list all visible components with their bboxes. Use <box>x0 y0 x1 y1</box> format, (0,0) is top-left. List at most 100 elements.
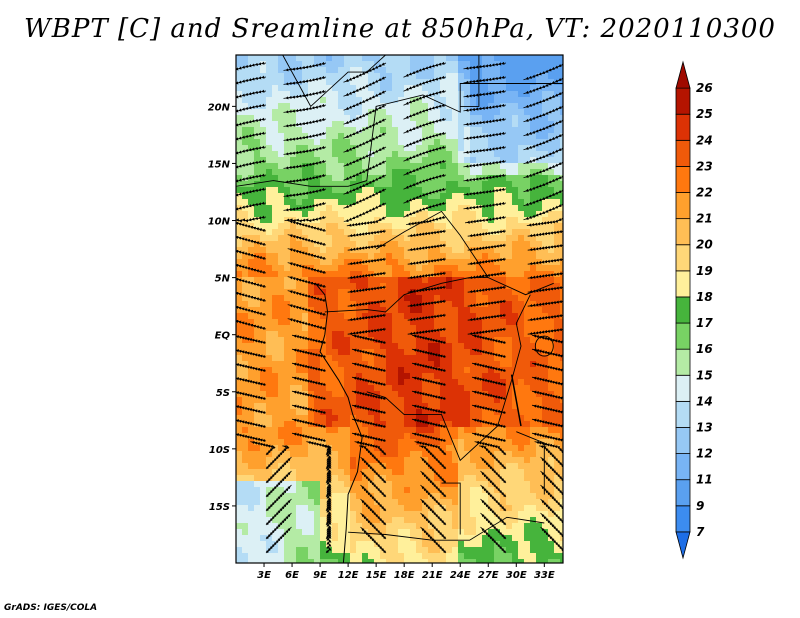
wbpt-cell <box>242 85 249 92</box>
wbpt-cell <box>386 493 393 500</box>
wbpt-cell <box>338 193 345 200</box>
wbpt-cell <box>302 229 309 236</box>
wbpt-cell <box>470 325 477 332</box>
wbpt-cell <box>542 373 549 380</box>
wbpt-cell <box>398 439 405 446</box>
wbpt-cell <box>542 91 549 98</box>
wbpt-cell <box>344 73 351 80</box>
streamline <box>236 348 267 359</box>
wbpt-cell <box>332 97 339 104</box>
wbpt-cell <box>392 187 399 194</box>
wbpt-cell <box>416 199 423 206</box>
wbpt-cell <box>464 97 471 104</box>
wbpt-cell <box>500 97 507 104</box>
wbpt-cell <box>440 427 447 434</box>
streamline <box>527 313 563 322</box>
wbpt-cell <box>524 313 531 320</box>
wbpt-cell <box>530 67 537 74</box>
streamline <box>172 335 206 343</box>
wbpt-cell <box>314 343 321 350</box>
wbpt-cell <box>272 463 279 470</box>
wbpt-cell <box>254 211 261 218</box>
wbpt-cell <box>536 55 543 62</box>
wbpt-cell <box>524 277 531 284</box>
wbpt-cell <box>242 229 249 236</box>
lon-tick-label: 27E <box>478 570 499 581</box>
wbpt-cell <box>260 187 267 194</box>
wbpt-cell <box>278 343 285 350</box>
wbpt-cell <box>404 541 411 548</box>
wbpt-cell <box>362 265 369 272</box>
wbpt-cell <box>254 361 261 368</box>
wbpt-cell <box>266 475 273 482</box>
wbpt-cell <box>422 559 429 563</box>
wbpt-cell <box>404 289 411 296</box>
wbpt-cell <box>272 547 279 554</box>
wbpt-cell <box>482 547 489 554</box>
wbpt-cell <box>506 91 513 98</box>
wbpt-cell <box>272 427 279 434</box>
wbpt-cell <box>542 397 549 404</box>
wbpt-cell <box>452 529 459 536</box>
country-border <box>460 55 480 107</box>
wbpt-cell <box>284 415 291 422</box>
wbpt-cell <box>242 409 249 416</box>
wbpt-cell <box>278 433 285 440</box>
wbpt-cell <box>476 199 483 206</box>
wbpt-cell <box>236 493 243 500</box>
wbpt-cell <box>464 343 471 350</box>
wbpt-cell <box>458 403 465 410</box>
wbpt-cell <box>548 301 555 308</box>
wbpt-cell <box>440 487 447 494</box>
wbpt-cell <box>326 379 333 386</box>
wbpt-cell <box>416 415 423 422</box>
wbpt-cell <box>266 271 273 278</box>
wbpt-cell <box>404 325 411 332</box>
wbpt-cell <box>416 367 423 374</box>
wbpt-cell <box>404 265 411 272</box>
wbpt-cell <box>446 205 453 212</box>
wbpt-cell <box>524 427 531 434</box>
wbpt-cell <box>398 235 405 242</box>
wbpt-cell <box>386 223 393 230</box>
wbpt-cell <box>236 547 243 554</box>
wbpt-cell <box>356 55 363 62</box>
wbpt-cell <box>440 331 447 338</box>
wbpt-cell <box>452 475 459 482</box>
wbpt-cell <box>422 499 429 506</box>
wbpt-cell <box>260 229 267 236</box>
wbpt-cell <box>242 523 249 530</box>
streamline <box>168 263 206 273</box>
wbpt-cell <box>248 469 255 476</box>
wbpt-cell <box>332 313 339 320</box>
wbpt-cell <box>326 553 333 560</box>
wbpt-cell <box>470 319 477 326</box>
wbpt-cell <box>242 97 249 104</box>
streamline <box>164 147 207 167</box>
wbpt-cell <box>308 301 315 308</box>
wbpt-cell <box>290 85 297 92</box>
wbpt-cell <box>386 79 393 86</box>
lon-tick-label: 12E <box>338 570 359 581</box>
wbpt-cell <box>464 421 471 428</box>
wbpt-cell <box>392 205 399 212</box>
wbpt-cell <box>236 529 243 536</box>
wbpt-cell <box>398 85 405 92</box>
wbpt-cell <box>338 373 345 380</box>
wbpt-cell <box>494 85 501 92</box>
wbpt-cell <box>434 169 441 176</box>
wbpt-cell <box>404 295 411 302</box>
wbpt-cell <box>278 205 285 212</box>
wbpt-cell <box>398 247 405 254</box>
streamline <box>467 229 507 238</box>
wbpt-cell <box>248 451 255 458</box>
wbpt-cell <box>290 409 297 416</box>
wbpt-cell <box>284 289 291 296</box>
wbpt-cell <box>500 109 507 116</box>
wbpt-cell <box>404 247 411 254</box>
wbpt-cell <box>392 163 399 170</box>
wbpt-cell <box>530 235 537 242</box>
wbpt-cell <box>464 349 471 356</box>
wbpt-cell <box>308 523 315 530</box>
wbpt-cell <box>242 271 249 278</box>
